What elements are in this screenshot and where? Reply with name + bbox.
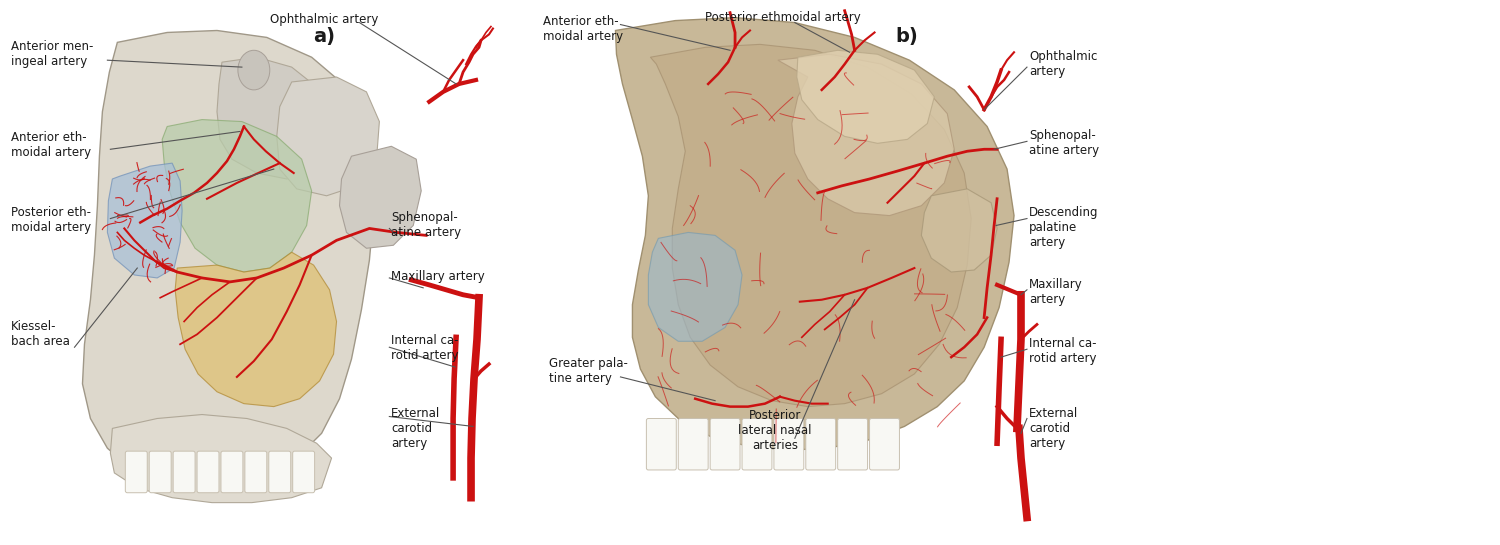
FancyBboxPatch shape <box>806 419 836 470</box>
Text: Anterior eth-
moidal artery: Anterior eth- moidal artery <box>543 15 622 43</box>
Text: Descending
palatine
artery: Descending palatine artery <box>1029 205 1098 249</box>
Polygon shape <box>615 17 1014 450</box>
Text: Posterior
lateral nasal
arteries: Posterior lateral nasal arteries <box>738 409 812 452</box>
Polygon shape <box>796 50 934 143</box>
Polygon shape <box>648 232 742 341</box>
Text: Anterior eth-
moidal artery: Anterior eth- moidal artery <box>10 131 92 160</box>
FancyBboxPatch shape <box>172 451 195 493</box>
Polygon shape <box>108 163 182 278</box>
FancyBboxPatch shape <box>710 419 740 470</box>
Polygon shape <box>339 146 422 249</box>
Text: Internal ca-
rotid artery: Internal ca- rotid artery <box>1029 337 1096 365</box>
Text: Ophthalmic
artery: Ophthalmic artery <box>1029 50 1098 78</box>
Polygon shape <box>162 119 312 272</box>
Text: Kiessel-
bach area: Kiessel- bach area <box>10 319 69 348</box>
Polygon shape <box>778 54 954 216</box>
Polygon shape <box>921 189 998 272</box>
Polygon shape <box>217 57 332 179</box>
Text: Sphenopal-
atine artery: Sphenopal- atine artery <box>392 210 462 239</box>
Polygon shape <box>82 31 376 488</box>
FancyBboxPatch shape <box>774 419 804 470</box>
Text: Posterior ethmoidal artery: Posterior ethmoidal artery <box>705 11 861 23</box>
Polygon shape <box>651 44 970 407</box>
FancyBboxPatch shape <box>126 451 147 493</box>
FancyBboxPatch shape <box>196 451 219 493</box>
Polygon shape <box>176 252 336 407</box>
FancyBboxPatch shape <box>148 451 171 493</box>
Text: Greater pala-
tine artery: Greater pala- tine artery <box>549 357 627 385</box>
FancyBboxPatch shape <box>220 451 243 493</box>
FancyBboxPatch shape <box>244 451 267 493</box>
Text: Posterior eth-
moidal artery: Posterior eth- moidal artery <box>10 205 92 234</box>
Text: b): b) <box>896 27 918 46</box>
FancyBboxPatch shape <box>646 419 676 470</box>
FancyBboxPatch shape <box>742 419 772 470</box>
Text: Maxillary
artery: Maxillary artery <box>1029 278 1083 306</box>
Polygon shape <box>278 77 380 196</box>
Ellipse shape <box>238 50 270 90</box>
Text: Maxillary artery: Maxillary artery <box>392 270 484 283</box>
Text: Internal ca-
rotid artery: Internal ca- rotid artery <box>392 335 459 362</box>
FancyBboxPatch shape <box>678 419 708 470</box>
Polygon shape <box>111 415 332 502</box>
FancyBboxPatch shape <box>837 419 867 470</box>
Text: External
carotid
artery: External carotid artery <box>1029 407 1078 450</box>
FancyBboxPatch shape <box>870 419 900 470</box>
FancyBboxPatch shape <box>268 451 291 493</box>
Text: Ophthalmic artery: Ophthalmic artery <box>270 13 378 26</box>
Text: a): a) <box>314 27 334 46</box>
Text: Sphenopal-
atine artery: Sphenopal- atine artery <box>1029 130 1100 158</box>
Text: External
carotid
artery: External carotid artery <box>392 407 441 450</box>
Text: Anterior men-
ingeal artery: Anterior men- ingeal artery <box>10 40 93 68</box>
FancyBboxPatch shape <box>292 451 315 493</box>
